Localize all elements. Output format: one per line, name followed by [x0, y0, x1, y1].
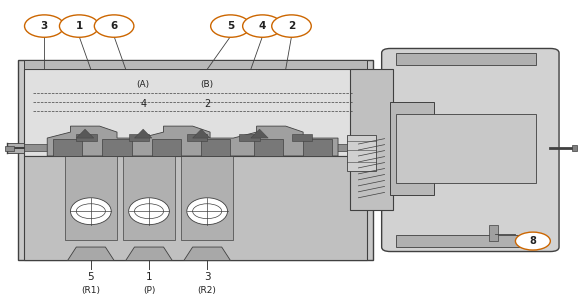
Ellipse shape — [59, 15, 99, 37]
Bar — [239, 134, 259, 141]
Text: 3: 3 — [204, 272, 210, 282]
Text: (R1): (R1) — [82, 286, 100, 295]
Bar — [396, 235, 536, 247]
Bar — [24, 69, 367, 156]
Ellipse shape — [24, 15, 64, 37]
Bar — [123, 156, 175, 240]
Bar — [489, 225, 498, 241]
Polygon shape — [251, 129, 268, 138]
Text: 5: 5 — [87, 272, 94, 282]
Text: 6: 6 — [111, 21, 118, 31]
Bar — [24, 60, 367, 69]
Polygon shape — [47, 126, 338, 156]
Bar — [76, 134, 97, 141]
Polygon shape — [68, 247, 114, 260]
Text: 4: 4 — [140, 99, 146, 109]
Bar — [6, 142, 24, 153]
Ellipse shape — [243, 15, 282, 37]
Ellipse shape — [272, 15, 311, 37]
Text: 1: 1 — [146, 272, 152, 282]
Bar — [65, 156, 117, 240]
Bar — [292, 134, 312, 141]
Circle shape — [515, 232, 550, 250]
Bar — [391, 102, 434, 195]
Text: (P): (P) — [143, 286, 155, 295]
Bar — [103, 139, 132, 156]
Bar — [396, 53, 536, 65]
Ellipse shape — [187, 198, 227, 225]
Bar — [5, 146, 14, 151]
Ellipse shape — [210, 15, 250, 37]
Bar — [254, 139, 283, 156]
Text: 2: 2 — [288, 21, 295, 31]
Polygon shape — [192, 129, 210, 138]
Polygon shape — [184, 247, 230, 260]
Ellipse shape — [129, 198, 170, 225]
Bar — [24, 144, 367, 152]
Bar — [350, 69, 394, 210]
FancyBboxPatch shape — [382, 49, 559, 251]
Bar — [129, 134, 149, 141]
Bar — [187, 134, 207, 141]
Bar — [573, 145, 577, 151]
Bar — [53, 139, 82, 156]
Ellipse shape — [94, 15, 134, 37]
Text: 4: 4 — [259, 21, 266, 31]
Text: 2: 2 — [204, 99, 210, 109]
Text: (A): (A) — [136, 80, 150, 89]
Ellipse shape — [71, 198, 111, 225]
Text: 1: 1 — [76, 21, 83, 31]
Bar — [201, 139, 230, 156]
Polygon shape — [126, 247, 172, 260]
Text: (R2): (R2) — [198, 286, 217, 295]
Bar — [396, 114, 536, 183]
Polygon shape — [76, 129, 94, 138]
Bar — [303, 139, 332, 156]
Bar — [181, 156, 233, 240]
Bar — [347, 135, 376, 171]
Text: 5: 5 — [227, 21, 234, 31]
Bar — [18, 60, 373, 260]
Text: 3: 3 — [41, 21, 48, 31]
Bar — [24, 156, 367, 260]
Polygon shape — [135, 129, 152, 138]
Text: 8: 8 — [529, 236, 536, 246]
Text: (B): (B) — [201, 80, 214, 89]
Bar — [152, 139, 181, 156]
